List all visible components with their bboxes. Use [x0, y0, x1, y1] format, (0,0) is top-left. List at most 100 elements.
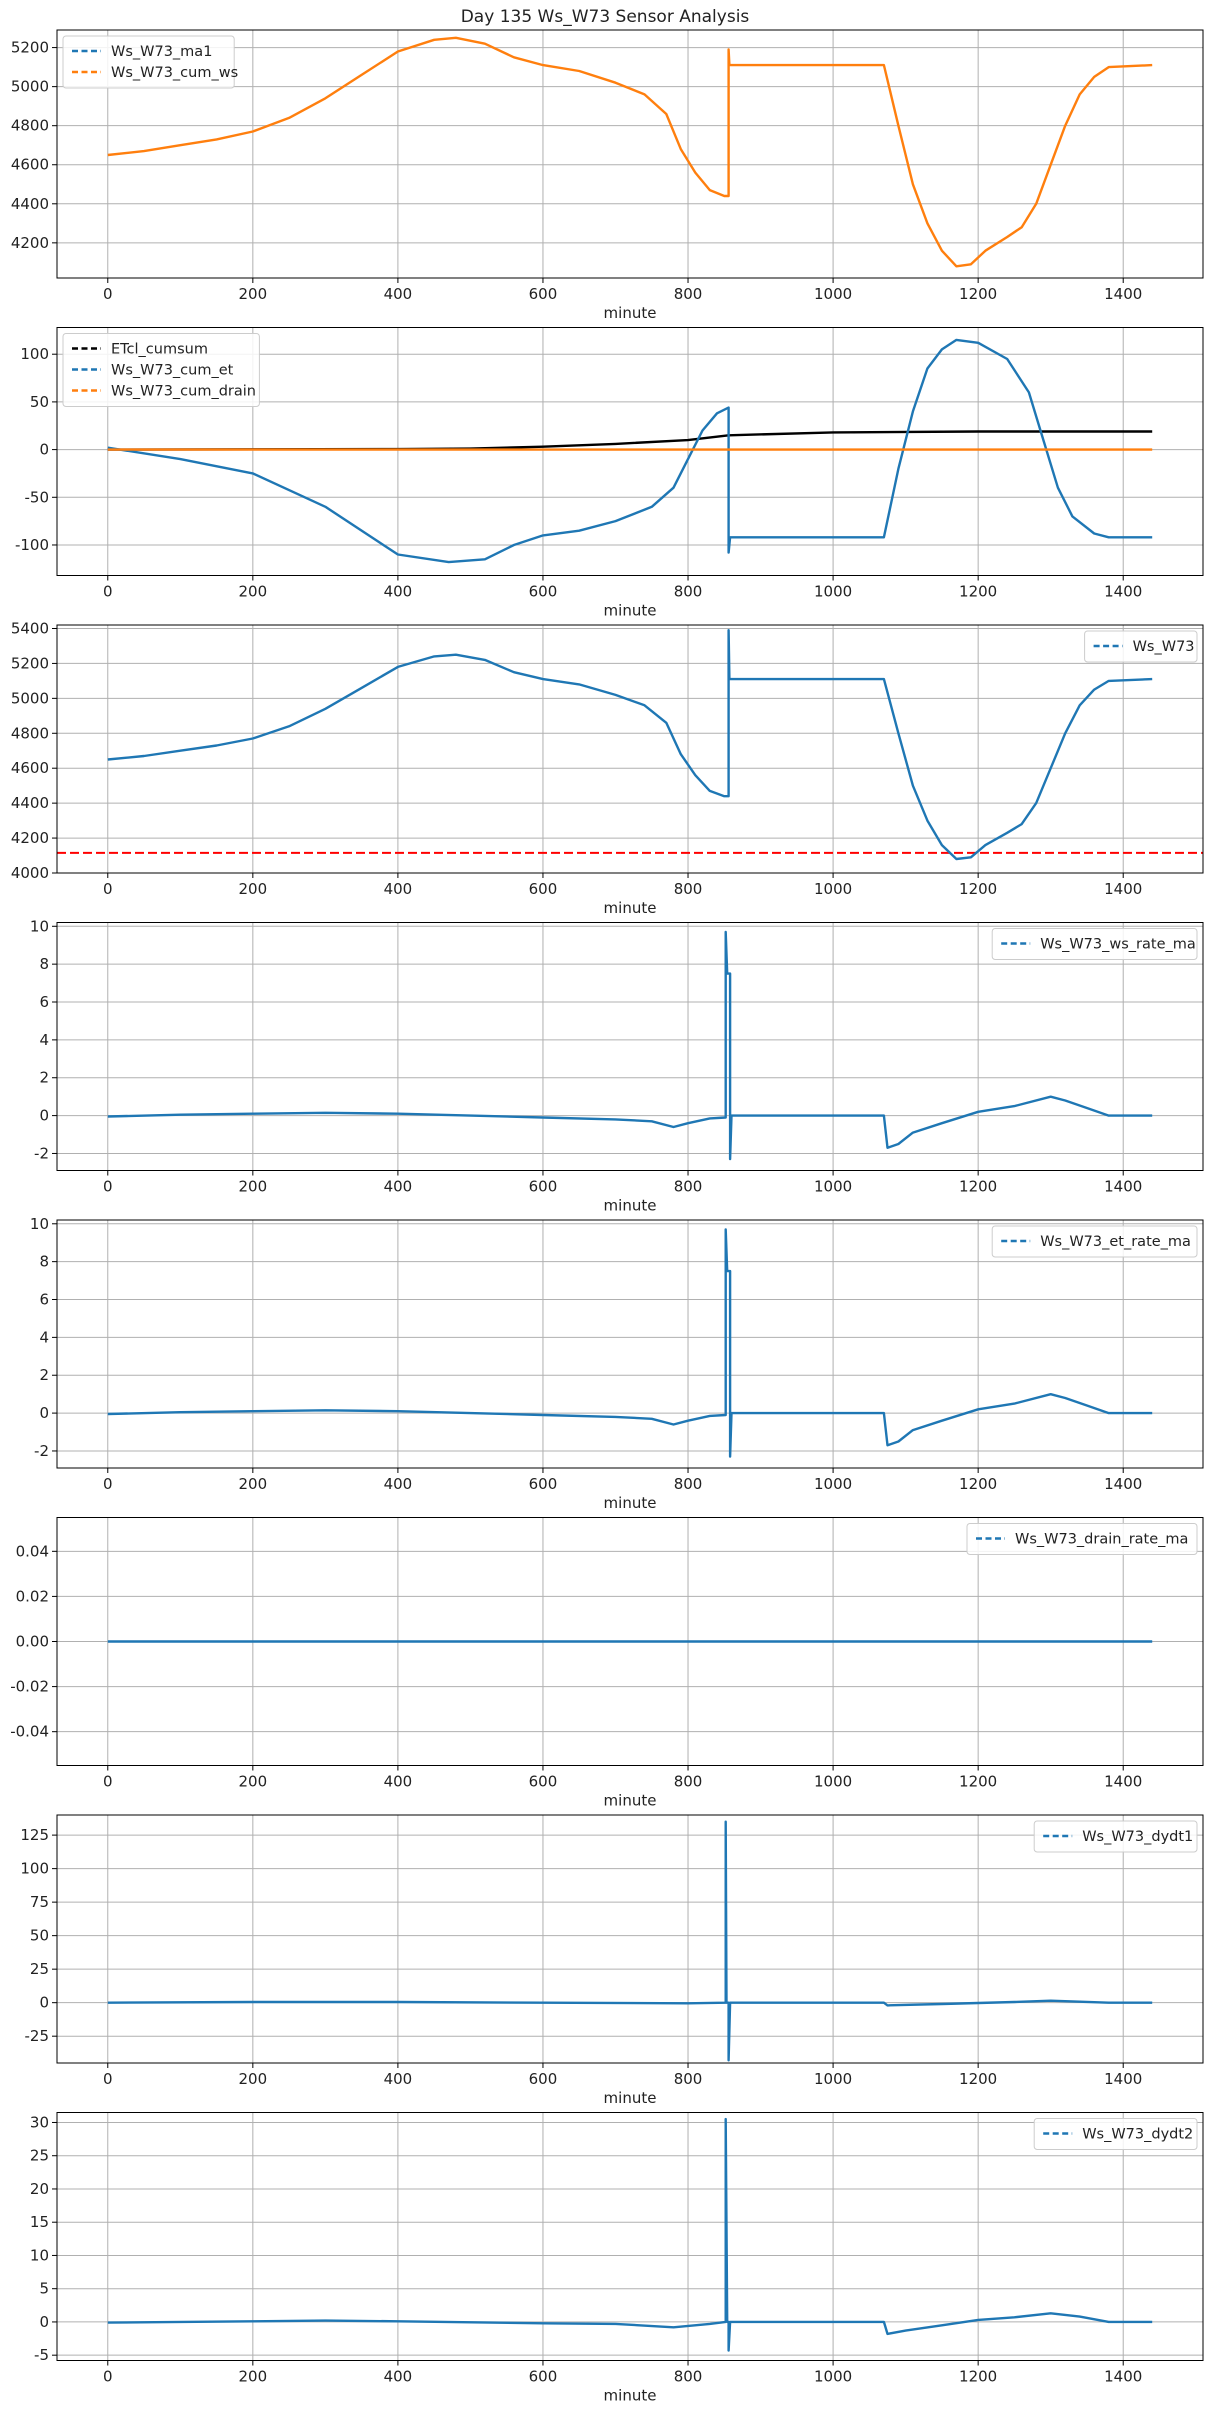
- legend: Ws_W73_dydt2: [1033, 2118, 1198, 2150]
- x-tick-label: 1000: [814, 1773, 852, 1791]
- legend-label: Ws_W73: [1133, 639, 1195, 655]
- x-tick-label: 0: [103, 285, 113, 303]
- x-tick-label: 1400: [1104, 285, 1142, 303]
- series-line-Ws_W73_cum_et: [107, 338, 1153, 564]
- y-tick-label: 10: [30, 917, 49, 935]
- y-tick-label: 4000: [11, 864, 49, 882]
- legend-label: Ws_W73_cum_et: [111, 363, 234, 379]
- x-tick-label: 600: [529, 2070, 558, 2088]
- x-tick-label: 400: [384, 2070, 413, 2088]
- y-tick-label: 0: [39, 2313, 49, 2331]
- y-tick-label: 10: [30, 1215, 49, 1233]
- panel-4: 0 200 400 600 800 1000 1200 1400 -2 0 2 4 6 8 10 minute…: [30, 917, 1204, 1215]
- legend: Ws_W73_ma1 Ws_W73_cum_ws: [62, 35, 238, 89]
- x-tick-label: 1200: [959, 1475, 997, 1493]
- y-tick-label: 6: [39, 993, 49, 1011]
- x-tick-label: 1200: [959, 2070, 997, 2088]
- y-tick-label: 0.04: [16, 1542, 49, 1560]
- x-tick-label: 200: [239, 1773, 268, 1791]
- legend-label: Ws_W73_ma1: [111, 44, 212, 60]
- series-line-ETcl_cumsum: [107, 430, 1153, 451]
- legend-label: Ws_W73_cum_ws: [111, 65, 238, 81]
- panel-6: 0 200 400 600 800 1000 1200 1400 -0.04 -0.02 0.00 0…: [10, 1517, 1204, 1810]
- x-tick-label: 400: [384, 583, 413, 601]
- x-axis-label: minute: [604, 899, 657, 917]
- y-tick-label: 4400: [11, 794, 49, 812]
- x-tick-label: 400: [384, 1475, 413, 1493]
- x-tick-label: 0: [103, 1475, 113, 1493]
- x-tick-label: 600: [529, 583, 558, 601]
- x-tick-label: 600: [529, 285, 558, 303]
- y-tick-label: 4800: [11, 724, 49, 742]
- x-tick-label: 1400: [1104, 2368, 1142, 2386]
- axes-frame: [56, 29, 1204, 279]
- y-tick-label: -2: [34, 1442, 49, 1460]
- legend-label: ETcl_cumsum: [111, 342, 208, 358]
- y-tick-label: -5: [34, 2346, 49, 2364]
- x-tick-label: 600: [529, 1178, 558, 1196]
- legend-box: [966, 1523, 1198, 1555]
- axes-frame: [56, 327, 1204, 576]
- legend: Ws_W73_dydt1: [1033, 1820, 1198, 1853]
- x-tick-label: 1000: [814, 2070, 852, 2088]
- y-tick-label: -0.04: [10, 1723, 49, 1741]
- y-tick-label: 50: [30, 393, 49, 411]
- x-tick-label: 800: [674, 2368, 703, 2386]
- legend-label: Ws_W73_et_rate_ma: [1040, 1234, 1191, 1250]
- y-tick-label: 0: [39, 1994, 49, 2012]
- series-line-Ws_W73_cum_ws: [107, 36, 1153, 268]
- y-tick-label: 5200: [11, 39, 49, 57]
- y-tick-label: 4200: [11, 829, 49, 847]
- x-tick-label: 1000: [814, 1475, 852, 1493]
- x-tick-label: 800: [674, 1475, 703, 1493]
- axes-frame: [56, 624, 1204, 874]
- panel-5: 0 200 400 600 800 1000 1200 1400 -2 0 2 4 6 8 10 minute…: [30, 1215, 1204, 1512]
- x-tick-label: 1200: [959, 880, 997, 898]
- x-tick-label: 200: [239, 880, 268, 898]
- legend: Ws_W73_et_rate_ma: [991, 1225, 1198, 1258]
- x-tick-label: 1400: [1104, 1178, 1142, 1196]
- series-line-Ws_W73_dydt1: [107, 1820, 1153, 2062]
- x-tick-label: 1400: [1104, 2070, 1142, 2088]
- x-axis-label: minute: [604, 602, 657, 620]
- x-tick-label: 1200: [959, 2368, 997, 2386]
- y-tick-label: 0: [39, 1404, 49, 1422]
- x-tick-label: 800: [674, 1178, 703, 1196]
- panel-2: 0 200 400 600 800 1000 1200 1400 -100 -50 0 50 100 mi…: [15, 327, 1204, 620]
- series-line-Ws_W73_dydt2: [107, 2117, 1153, 2352]
- series-line-Ws_W73_et_rate_ma: [107, 1228, 1153, 1458]
- y-tick-label: -100: [15, 536, 49, 554]
- series-line-Ws_W73: [107, 629, 1153, 861]
- x-tick-label: 1400: [1104, 1773, 1142, 1791]
- y-tick-label: 2: [39, 1366, 49, 1384]
- y-tick-label: 5000: [11, 689, 49, 707]
- axes-frame: [56, 1219, 1204, 1469]
- legend-label: Ws_W73_dydt2: [1082, 2127, 1193, 2143]
- axes-frame: [56, 2112, 1204, 2361]
- y-tick-label: 5000: [11, 78, 49, 96]
- x-tick-label: 1200: [959, 583, 997, 601]
- x-tick-label: 1200: [959, 1773, 997, 1791]
- x-axis-label: minute: [604, 2387, 657, 2405]
- series-line-Ws_W73_ws_rate_ma: [107, 930, 1153, 1161]
- x-axis-label: minute: [604, 2089, 657, 2107]
- x-tick-label: 1000: [814, 2368, 852, 2386]
- x-tick-label: 800: [674, 1773, 703, 1791]
- x-tick-label: 1200: [959, 1178, 997, 1196]
- y-tick-label: 10: [30, 2246, 49, 2264]
- x-tick-label: 800: [674, 285, 703, 303]
- legend-box: [62, 35, 235, 89]
- x-tick-label: 200: [239, 2070, 268, 2088]
- x-tick-label: 800: [674, 880, 703, 898]
- legend-box: [62, 333, 260, 407]
- y-tick-label: 5: [39, 2280, 49, 2298]
- x-tick-label: 0: [103, 583, 113, 601]
- y-tick-label: 50: [30, 1927, 49, 1945]
- x-tick-label: 200: [239, 583, 268, 601]
- x-tick-label: 200: [239, 2368, 268, 2386]
- y-tick-label: -25: [25, 2027, 50, 2045]
- x-tick-label: 1000: [814, 583, 852, 601]
- y-tick-label: 0: [39, 441, 49, 459]
- x-tick-label: 200: [239, 1475, 268, 1493]
